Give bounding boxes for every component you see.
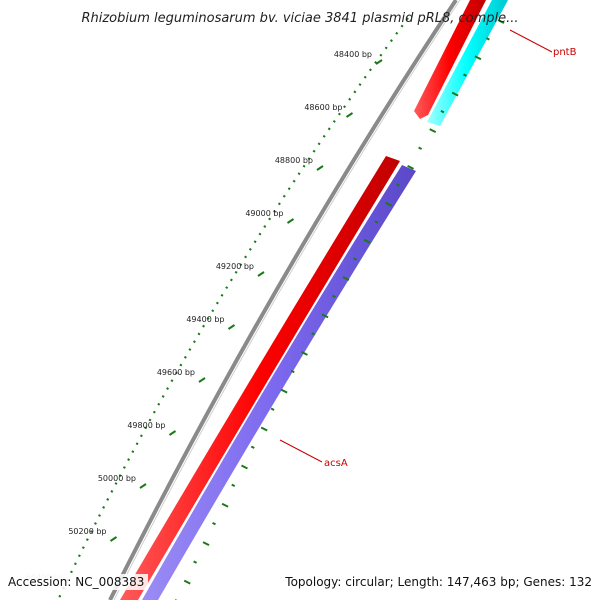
ruler-tick-mark [139,483,147,489]
map-title: Rhizobium leguminosarum bv. viciae 3841 … [81,11,518,26]
outer-scale-dash [374,220,379,224]
accession-text: Accession: NC_008383 [4,574,149,590]
ruler-tick-mark [345,112,354,118]
ruler-tick-mark [257,271,265,277]
outer-scale-dash [418,146,423,150]
ruler-tick-label: 50200 bp [68,527,106,536]
outer-scale-dash [311,332,316,336]
outer-scale-dash [260,426,268,432]
outer-scale-dash [321,313,329,319]
outer-scale-dash [212,522,216,526]
outer-scale-dash [250,445,255,449]
outer-scale-dash [300,351,308,356]
ruler-tick-mark [316,165,324,171]
ruler-tick-label: 49600 bp [157,368,195,377]
outer-scale-dash [221,502,229,508]
ruler-tick-label: 48600 bp [304,103,342,112]
ruler-tick-label: 50000 bp [98,474,136,483]
gene-acsA-reverse[interactable] [142,165,416,600]
outer-scale-dash [353,257,357,261]
outer-scale-dash [270,407,275,411]
gene-pntB-reverse[interactable] [427,0,508,126]
outer-scale-dash [440,109,445,114]
outer-scale-dash [407,164,415,170]
ruler-tick-label: 48800 bp [275,156,313,165]
ruler-tick-label: 49800 bp [127,421,165,430]
ruler-tick-mark [375,59,383,65]
outer-scale-dash [193,560,198,564]
outer-scale-dash [429,128,437,134]
pntB-label-line [509,29,553,53]
outer-scale-dash [202,541,210,547]
outer-scale-dash [451,91,459,97]
outer-scale [175,19,505,600]
outer-scale-dash [183,579,191,585]
acsA-label-line [279,439,323,463]
ruler-tick-mark [168,430,177,436]
ruler-tick-mark [198,377,206,383]
ruler-tick-label: 49000 bp [245,209,283,218]
outer-scale-dash [231,483,236,488]
outer-scale-dash [497,19,505,24]
ruler-tick-label: 49400 bp [186,315,224,324]
ruler-dotted-line [57,17,409,600]
ruler-tick-mark [227,324,236,330]
outer-scale-dash [280,388,288,394]
gene-label-acsA: acsA [324,458,348,469]
ruler-tick-mark [109,536,118,542]
outer-scale-dash [385,201,393,207]
topology-summary-text: Topology: circular; Length: 147,463 bp; … [281,574,596,590]
outer-scale-dash [290,369,295,374]
ruler-tick-label: 48400 bp [334,50,372,59]
gene-pntB-forward[interactable] [414,0,486,119]
gene-label-pntB: pntB [553,47,577,58]
outer-scale-dash [485,37,490,41]
plasmid-backbone [108,0,458,600]
gene-acsA-forward[interactable] [120,156,400,600]
outer-scale-dash [332,294,336,299]
outer-scale-dash [396,183,401,187]
outer-scale-dash [342,276,350,281]
outer-scale-dash [463,73,467,77]
outer-scale-dash [241,464,248,470]
ruler-tick-label: 49200 bp [216,262,254,271]
ruler-tick-mark [286,218,295,224]
outer-scale-dash [363,238,371,244]
outer-scale-dash [474,55,482,61]
